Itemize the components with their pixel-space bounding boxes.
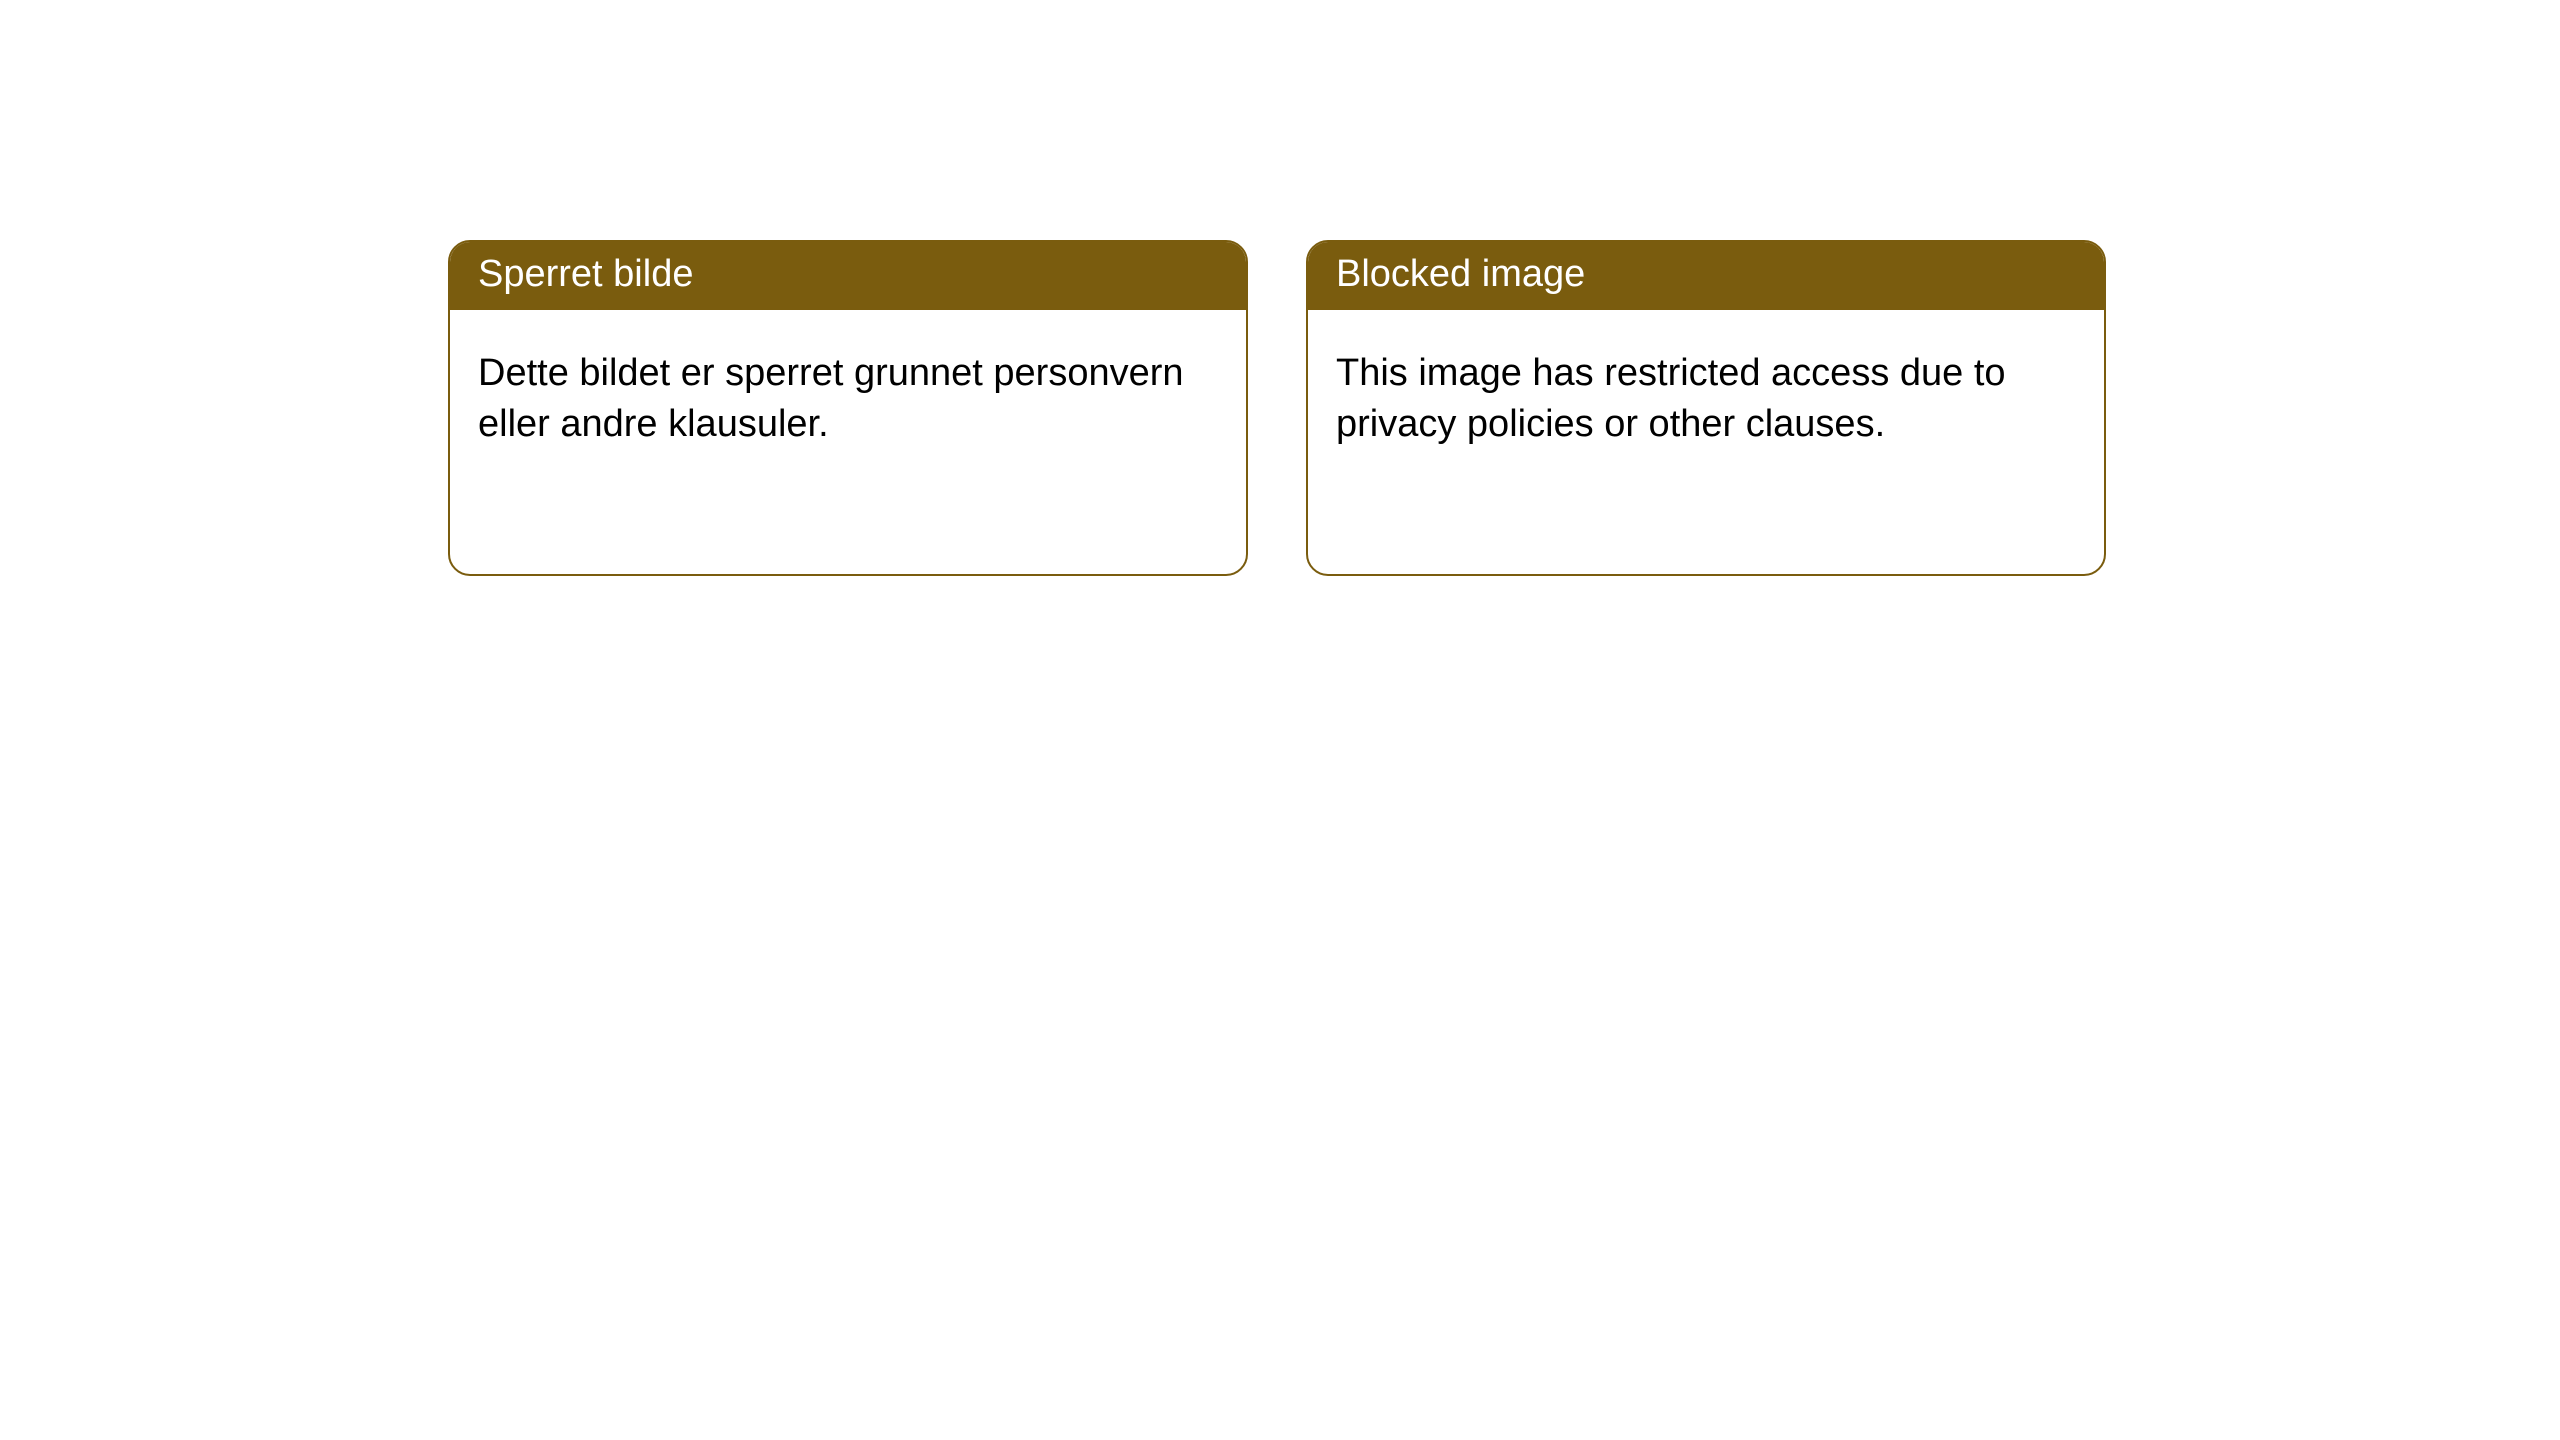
notice-card-body: This image has restricted access due to … <box>1308 310 2104 479</box>
notice-body-text: Dette bildet er sperret grunnet personve… <box>478 352 1184 445</box>
notice-card-body: Dette bildet er sperret grunnet personve… <box>450 310 1246 479</box>
notice-card-english: Blocked image This image has restricted … <box>1306 240 2106 576</box>
notice-card-norwegian: Sperret bilde Dette bildet er sperret gr… <box>448 240 1248 576</box>
notice-title: Blocked image <box>1336 253 1585 295</box>
notice-container: Sperret bilde Dette bildet er sperret gr… <box>0 0 2560 576</box>
notice-card-header: Blocked image <box>1308 242 2104 310</box>
notice-card-header: Sperret bilde <box>450 242 1246 310</box>
notice-body-text: This image has restricted access due to … <box>1336 352 2006 445</box>
notice-title: Sperret bilde <box>478 253 693 295</box>
